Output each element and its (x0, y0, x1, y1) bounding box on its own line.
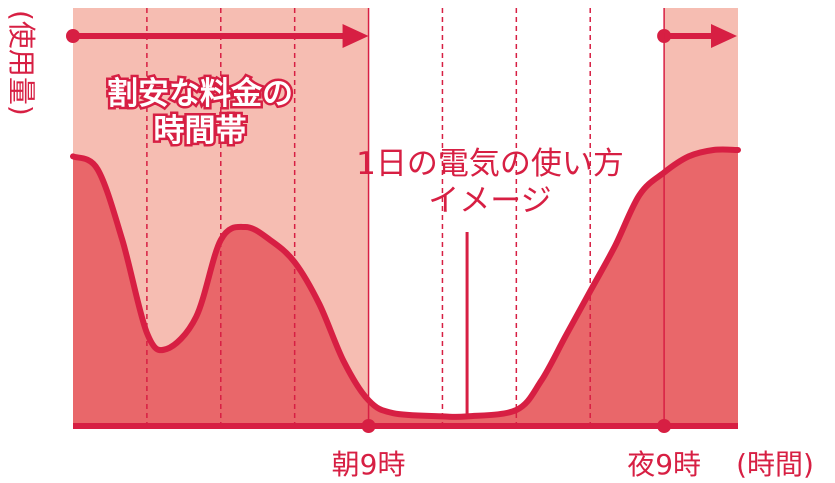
usage-area-fill (73, 149, 738, 426)
usage-curve (70, 146, 741, 420)
usage-label-line-2: イメージ (428, 183, 551, 219)
discount-label-line-2: 時間帯 (154, 113, 247, 149)
tick-marker-3 (657, 419, 672, 433)
y-axis-label: (使用量) (5, 10, 38, 116)
discount-arrows (66, 24, 737, 48)
discount-label-line-1: 割安な料金の (107, 76, 293, 112)
tick-marker-2 (361, 419, 376, 433)
x-axis-label: (時間) (736, 448, 814, 481)
discount-arrow-night-head (711, 24, 737, 48)
usage-label-line-1: 1日の電気の使い方 (356, 146, 624, 182)
grid-lines (146, 8, 665, 426)
tick-label-3: 夜9時 (627, 448, 701, 481)
discount-arrow-morning-head (342, 24, 369, 48)
tick-label-2: 朝9時 (332, 448, 406, 481)
chart-labels: 割安な料金の 時間帯 1日の電気の使い方 イメージ (時間) (使用量) (5, 10, 814, 481)
axes: 朝9時 夜9時 (73, 232, 738, 481)
